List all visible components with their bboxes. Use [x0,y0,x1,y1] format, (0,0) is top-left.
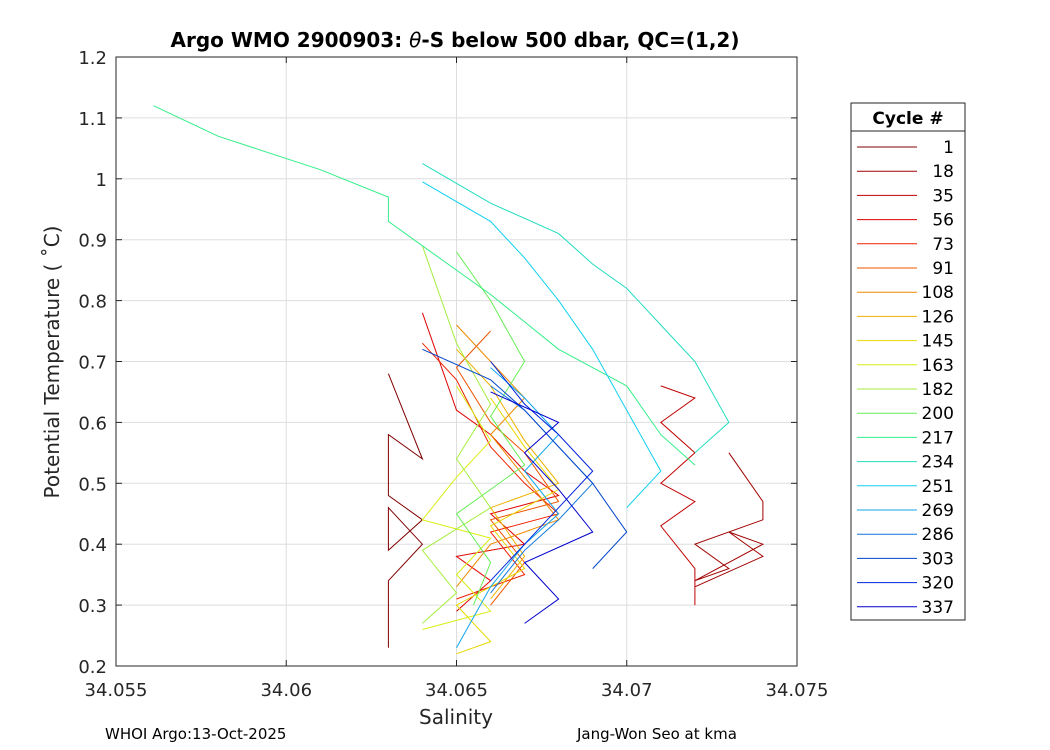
y-tick-label: 1.2 [78,48,107,69]
y-tick-label: 0.3 [78,596,107,617]
y-tick-label: 0.4 [78,535,107,556]
series-line-cycle-320 [490,361,594,582]
legend-label-217: 217 [922,428,954,448]
y-tick-label: 0.9 [78,231,107,252]
series-line-cycle-182 [421,245,492,624]
legend-entries: 1 18 35 56 73 91 108 126 145 163 182 200 217 234 251 26… [857,138,954,618]
footer-source: WHOI Argo:13-Oct-2025 [105,725,287,743]
chart-title-theta: θ [409,28,421,52]
legend-label-35: 35 [932,186,954,206]
legend: Cycle # 1 18 35 56 73 91 108 126 145 163 182 200 217… [850,102,966,621]
x-axis-label: Salinity [419,705,493,729]
legend-label-91: 91 [932,259,954,279]
x-tick-label: 34.055 [85,680,148,701]
x-tick-label: 34.06 [260,680,312,701]
series-line-cycle-251 [422,181,662,509]
series-line-cycle-91 [455,330,560,606]
legend-label-56: 56 [932,211,954,231]
y-tick-label: 0.6 [78,413,107,434]
legend-label-234: 234 [922,453,954,473]
legend-label-1: 1 [943,138,954,158]
legend-label-303: 303 [922,549,954,569]
series-line-cycle-56 [421,312,560,612]
x-tick-label: 34.07 [601,680,653,701]
chart-title-suffix: -S below 500 dbar, QC=(1,2) [421,28,739,52]
y-tick-label: 0.7 [78,353,107,374]
series-line-cycle-200 [455,251,526,606]
axis-ticks: 34.055 34.06 34.065 34.07 34.075 0.2 0.3 0.4 0.5… [78,48,828,701]
legend-label-320: 320 [922,574,954,594]
legend-label-286: 286 [922,525,954,545]
series-lines [153,105,765,655]
legend-label-145: 145 [922,332,954,352]
y-tick-label: 0.8 [78,292,107,313]
legend-label-269: 269 [922,501,954,521]
x-tick-label: 34.065 [425,680,488,701]
series-line-cycle-73 [422,342,560,600]
legend-label-108: 108 [922,283,954,303]
y-tick-label: 1 [96,170,107,191]
y-axis-label: Potential Temperature ( ˚C) [40,226,64,499]
legend-label-337: 337 [922,598,954,618]
series-line-cycle-126 [456,348,560,600]
series-line-cycle-234 [422,163,730,454]
legend-label-182: 182 [922,380,954,400]
x-tick-label: 34.075 [766,680,829,701]
y-tick-label: 0.2 [78,657,107,678]
legend-title: Cycle # [872,109,943,129]
series-line-cycle-1 [387,373,424,648]
series-line-cycle-217 [153,105,696,466]
series-line-cycle-35 [659,385,696,606]
series-line-cycle-337 [490,391,594,624]
series-line-cycle-18 [693,452,765,588]
legend-label-18: 18 [932,162,954,182]
legend-label-163: 163 [922,356,954,376]
footer-author: Jang-Won Seo at kma [577,725,737,743]
series-line-cycle-303 [422,348,628,569]
y-tick-label: 0.5 [78,474,107,495]
series-line-cycle-269 [456,367,560,648]
series-line-cycle-145 [455,397,560,655]
chart-title-prefix: Argo WMO 2900903: [171,28,410,52]
y-tick-label: 1.1 [78,109,107,130]
legend-label-200: 200 [922,404,954,424]
chart-title: Argo WMO 2900903: θ-S below 500 dbar, QC… [171,28,740,52]
legend-label-126: 126 [922,307,954,327]
legend-label-73: 73 [932,235,954,255]
legend-label-251: 251 [922,477,954,497]
